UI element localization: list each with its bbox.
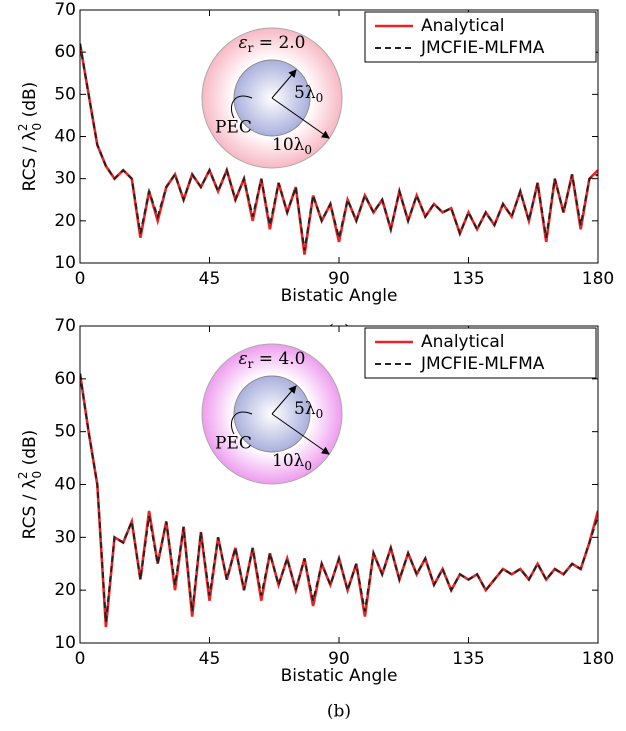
y-tick-label: 60 — [54, 369, 76, 389]
y-tick-label: 30 — [54, 169, 76, 189]
outer-radius — [271, 413, 330, 455]
eps: ε — [239, 349, 248, 369]
x-tick-label: 180 — [582, 649, 614, 669]
y-tick-label: 30 — [54, 527, 76, 547]
x-tick-label: 0 — [75, 649, 86, 669]
inner-sub: 0 — [316, 407, 324, 421]
inner-radius — [271, 385, 297, 415]
pec-label: PEC — [215, 118, 252, 138]
y-label-unit: (dB) — [20, 430, 40, 471]
y-tick-label: 60 — [54, 42, 76, 62]
caption: (b) — [327, 702, 351, 722]
y-label-main: RCS / λ — [20, 131, 40, 191]
outer-radius — [271, 97, 330, 139]
y-label-sup: 2 — [16, 471, 30, 479]
pec-label: PEC — [215, 434, 252, 454]
outer-radius-label: 10λ0 — [272, 135, 312, 157]
x-tick-label: 180 — [582, 269, 614, 289]
y-label-sup: 2 — [16, 123, 30, 131]
y-label-sub: 0 — [30, 123, 44, 131]
y-tick-label: 10 — [54, 253, 76, 273]
x-tick-label: 45 — [199, 649, 221, 669]
x-axis-label: Bistatic Angle — [281, 286, 398, 306]
y-axis-label: RCS / λ20 (dB) — [16, 82, 44, 192]
outer: 10λ — [272, 135, 305, 155]
y-label-main: RCS / λ — [20, 479, 40, 539]
legend-label: JMCFIE-MLFMA — [420, 38, 545, 58]
inner-sub: 0 — [316, 91, 324, 105]
y-tick-label: 40 — [54, 475, 76, 495]
legend-label: Analytical — [421, 16, 504, 36]
x-tick-label: 135 — [452, 649, 484, 669]
y-tick-label: 20 — [54, 580, 76, 600]
outer-sub: 0 — [304, 143, 312, 157]
eps-sub: r — [248, 41, 254, 55]
x-tick-label: 45 — [199, 269, 221, 289]
x-tick-label: 0 — [75, 269, 86, 289]
eps-value: = 2.0 — [253, 33, 305, 53]
x-tick-label: 90 — [328, 269, 350, 289]
inner: 5λ — [294, 399, 316, 419]
legend-box — [364, 327, 597, 379]
eps-sub: r — [248, 357, 254, 371]
eps-value: = 4.0 — [253, 349, 305, 369]
x-tick-label: 90 — [328, 649, 350, 669]
y-tick-label: 40 — [54, 127, 76, 147]
legend-label: JMCFIE-MLFMA — [420, 354, 545, 374]
y-label-unit: (dB) — [20, 82, 40, 123]
x-axis-label: Bistatic Angle — [281, 666, 398, 686]
y-tick-label: 10 — [54, 633, 76, 653]
y-tick-label: 70 — [54, 0, 76, 20]
pec-pointer — [230, 95, 253, 119]
series-line — [80, 43, 598, 251]
inner-radius-label: 5λ0 — [294, 399, 323, 421]
permittivity-label: εr = 4.0 — [239, 349, 306, 371]
y-label-sub: 0 — [30, 471, 44, 479]
y-tick-label: 20 — [54, 211, 76, 231]
y-axis-label: RCS / λ20 (dB) — [16, 430, 44, 540]
x-tick-label: 135 — [452, 269, 484, 289]
legend-box — [364, 11, 597, 63]
y-tick-label: 50 — [54, 84, 76, 104]
inner-radius-label: 5λ0 — [294, 83, 323, 105]
outer: 10λ — [272, 451, 305, 471]
permittivity-label: εr = 2.0 — [239, 33, 306, 55]
outer-sub: 0 — [304, 459, 312, 473]
legend-label: Analytical — [421, 332, 504, 352]
inner: 5λ — [294, 83, 316, 103]
plot-area — [80, 326, 598, 643]
outer-radius-label: 10λ0 — [272, 451, 312, 473]
y-tick-label: 50 — [54, 422, 76, 442]
y-tick-label: 70 — [54, 316, 76, 336]
pec-pointer — [230, 411, 253, 435]
series-line — [80, 373, 598, 623]
inner-radius — [271, 69, 297, 99]
eps: ε — [239, 33, 248, 53]
